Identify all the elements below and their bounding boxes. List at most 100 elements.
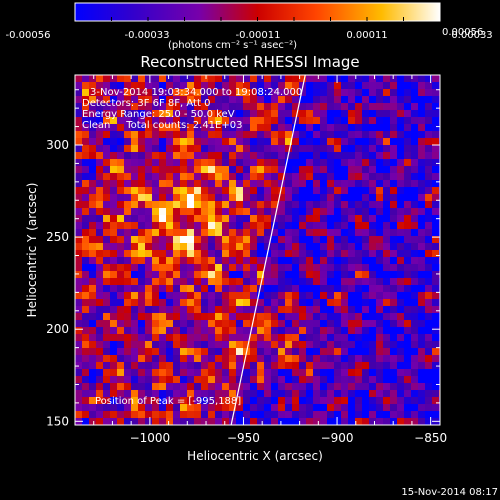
heatmap-cell	[236, 355, 243, 362]
heatmap-cell	[327, 166, 334, 173]
heatmap-cell	[376, 257, 383, 264]
heatmap-cell	[264, 138, 271, 145]
heatmap-cell	[110, 257, 117, 264]
heatmap-cell	[243, 243, 250, 250]
heatmap-cell	[390, 383, 397, 390]
heatmap-cell	[271, 180, 278, 187]
heatmap-cell	[131, 145, 138, 152]
heatmap-cell	[404, 362, 411, 369]
heatmap-cell	[432, 103, 439, 110]
annotation-time: 3-Nov-2014 19:03:34.000 to 19:08:24.000	[90, 87, 303, 98]
heatmap-cell	[383, 159, 390, 166]
x-tick-label: −850	[414, 431, 447, 445]
heatmap-cell	[278, 404, 285, 411]
colorbar-tick-label: -0.00033	[125, 30, 170, 41]
heatmap-cell	[292, 236, 299, 243]
heatmap-cell	[327, 348, 334, 355]
heatmap-cell	[110, 271, 117, 278]
heatmap-cell	[264, 264, 271, 271]
heatmap-cell	[243, 369, 250, 376]
heatmap-cell	[341, 376, 348, 383]
heatmap-cell	[173, 75, 180, 82]
heatmap-cell	[229, 145, 236, 152]
heatmap-cell	[131, 355, 138, 362]
heatmap-cell	[334, 117, 341, 124]
heatmap-cell	[89, 208, 96, 215]
heatmap-cell	[124, 320, 131, 327]
heatmap-cell	[173, 411, 180, 418]
heatmap-cell	[313, 208, 320, 215]
heatmap-cell	[180, 383, 187, 390]
heatmap-cell	[75, 348, 82, 355]
heatmap-cell	[187, 250, 194, 257]
heatmap-cell	[103, 376, 110, 383]
heatmap-cell	[187, 145, 194, 152]
heatmap-cell	[285, 131, 292, 138]
heatmap-cell	[152, 313, 159, 320]
heatmap-cell	[103, 264, 110, 271]
heatmap-cell	[271, 306, 278, 313]
heatmap-cell	[292, 208, 299, 215]
heatmap-cell	[82, 166, 89, 173]
heatmap-cell	[271, 299, 278, 306]
heatmap-cell	[285, 243, 292, 250]
heatmap-cell	[117, 194, 124, 201]
heatmap-cell	[397, 222, 404, 229]
heatmap-cell	[411, 271, 418, 278]
heatmap-cell	[369, 369, 376, 376]
heatmap-cell	[355, 271, 362, 278]
heatmap-cell	[201, 376, 208, 383]
heatmap-cell	[404, 271, 411, 278]
heatmap-cell	[411, 103, 418, 110]
heatmap-cell	[264, 278, 271, 285]
heatmap-cell	[278, 110, 285, 117]
heatmap-cell	[397, 313, 404, 320]
heatmap-cell	[243, 145, 250, 152]
heatmap-cell	[138, 117, 145, 124]
heatmap-cell	[425, 306, 432, 313]
heatmap-cell	[89, 110, 96, 117]
heatmap-cell	[222, 418, 229, 425]
heatmap-cell	[425, 201, 432, 208]
heatmap-cell	[82, 257, 89, 264]
heatmap-cell	[131, 208, 138, 215]
heatmap-cell	[215, 75, 222, 82]
heatmap-cell	[194, 173, 201, 180]
heatmap-cell	[173, 82, 180, 89]
heatmap-cell	[390, 159, 397, 166]
heatmap-cell	[96, 110, 103, 117]
heatmap-cell	[341, 397, 348, 404]
heatmap-cell	[236, 397, 243, 404]
heatmap-cell	[355, 264, 362, 271]
heatmap-cell	[390, 306, 397, 313]
heatmap-cell	[243, 124, 250, 131]
heatmap-cell	[152, 341, 159, 348]
heatmap-cell	[152, 348, 159, 355]
heatmap-cell	[103, 103, 110, 110]
heatmap-cell	[432, 187, 439, 194]
heatmap-cell	[96, 292, 103, 299]
heatmap-cell	[187, 96, 194, 103]
heatmap-cell	[369, 208, 376, 215]
heatmap-cell	[89, 131, 96, 138]
heatmap-cell	[376, 355, 383, 362]
heatmap-cell	[376, 187, 383, 194]
heatmap-cell	[432, 390, 439, 397]
heatmap-cell	[110, 215, 117, 222]
heatmap-cell	[271, 390, 278, 397]
heatmap-cell	[201, 152, 208, 159]
heatmap-cell	[187, 306, 194, 313]
heatmap-cell	[285, 264, 292, 271]
heatmap-cell	[180, 257, 187, 264]
heatmap-cell	[187, 362, 194, 369]
heatmap-cell	[166, 306, 173, 313]
heatmap-cell	[145, 404, 152, 411]
heatmap-cell	[124, 390, 131, 397]
heatmap-cell	[418, 327, 425, 334]
heatmap-cell	[257, 166, 264, 173]
heatmap-cell	[117, 313, 124, 320]
heatmap-cell	[236, 278, 243, 285]
heatmap-cell	[320, 376, 327, 383]
heatmap-cell	[145, 306, 152, 313]
heatmap-cell	[194, 271, 201, 278]
